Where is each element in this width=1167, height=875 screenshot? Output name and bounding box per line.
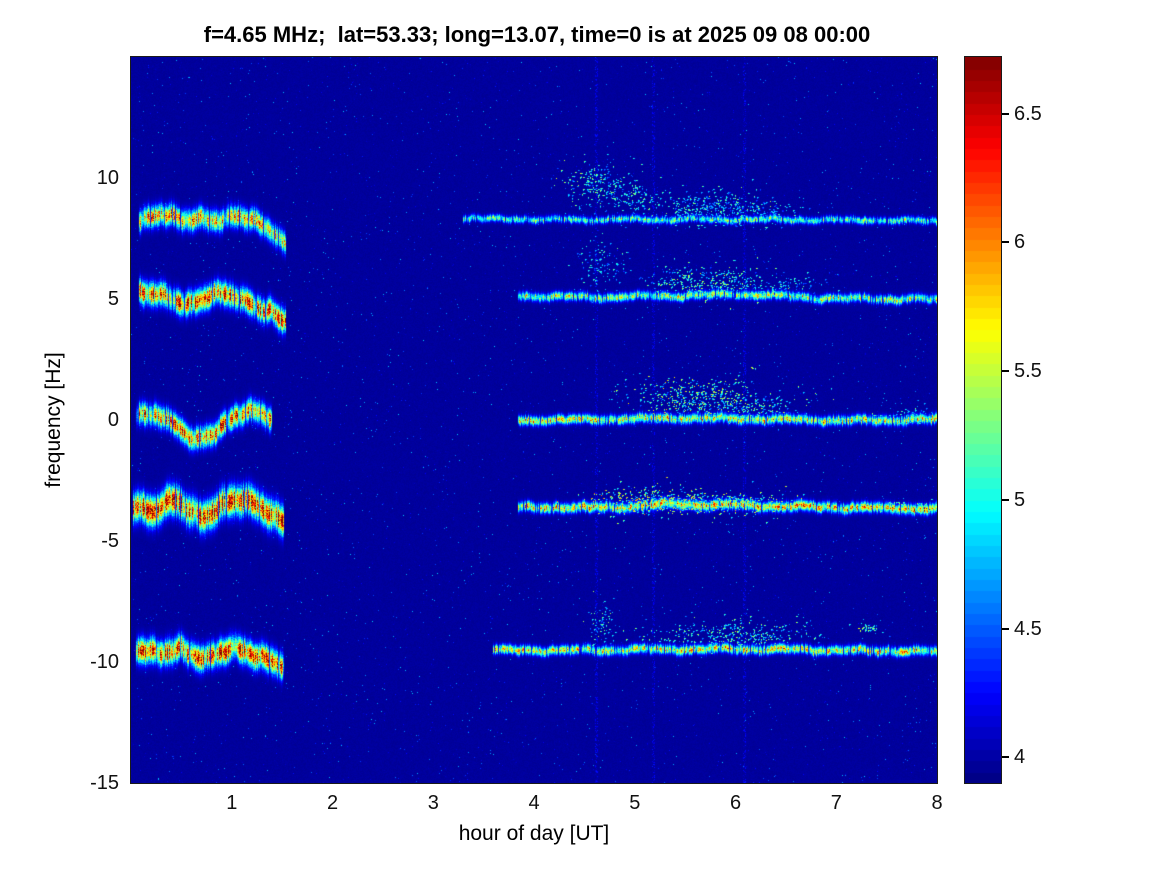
spectrogram-canvas	[130, 56, 938, 784]
colorbar-tick-mark	[1002, 756, 1009, 759]
x-tick-label: 4	[528, 792, 540, 814]
colorbar-tick-mark	[1002, 498, 1009, 501]
x-tick-label: 3	[427, 792, 439, 814]
y-tick-label: -5	[101, 530, 119, 552]
y-tick-label: -10	[90, 651, 119, 673]
x-tick-label: 6	[729, 792, 742, 814]
colorbar-tick-label: 6	[1014, 231, 1026, 254]
colorbar-tick-mark	[1002, 627, 1009, 630]
x-tick-label: 8	[931, 792, 943, 814]
x-tick-label: 7	[830, 792, 842, 814]
x-tick-label: 1	[226, 792, 238, 814]
plot-title: f=4.65 MHz; lat=53.33; long=13.07, time=…	[203, 22, 871, 47]
y-tick-label: 10	[96, 167, 119, 189]
colorbar-tick-label: 5.5	[1014, 360, 1042, 383]
colorbar-canvas	[964, 56, 1002, 784]
x-tick-label: 2	[326, 792, 339, 814]
colorbar-tick-label: 4.5	[1014, 617, 1042, 640]
colorbar-tick-mark	[1002, 370, 1009, 373]
x-axis-label: hour of day [UT]	[458, 822, 610, 845]
colorbar-tick-mark	[1002, 112, 1009, 115]
colorbar-tick-mark	[1002, 241, 1009, 244]
y-tick-label: 5	[107, 288, 119, 310]
y-tick-label: -15	[90, 772, 119, 794]
x-tick-label: 5	[629, 792, 641, 814]
colorbar-tick-label: 6.5	[1014, 102, 1042, 125]
colorbar-tick-label: 5	[1014, 488, 1026, 511]
colorbar-tick-label: 4	[1014, 746, 1026, 769]
y-tick-label: 0	[107, 409, 119, 431]
